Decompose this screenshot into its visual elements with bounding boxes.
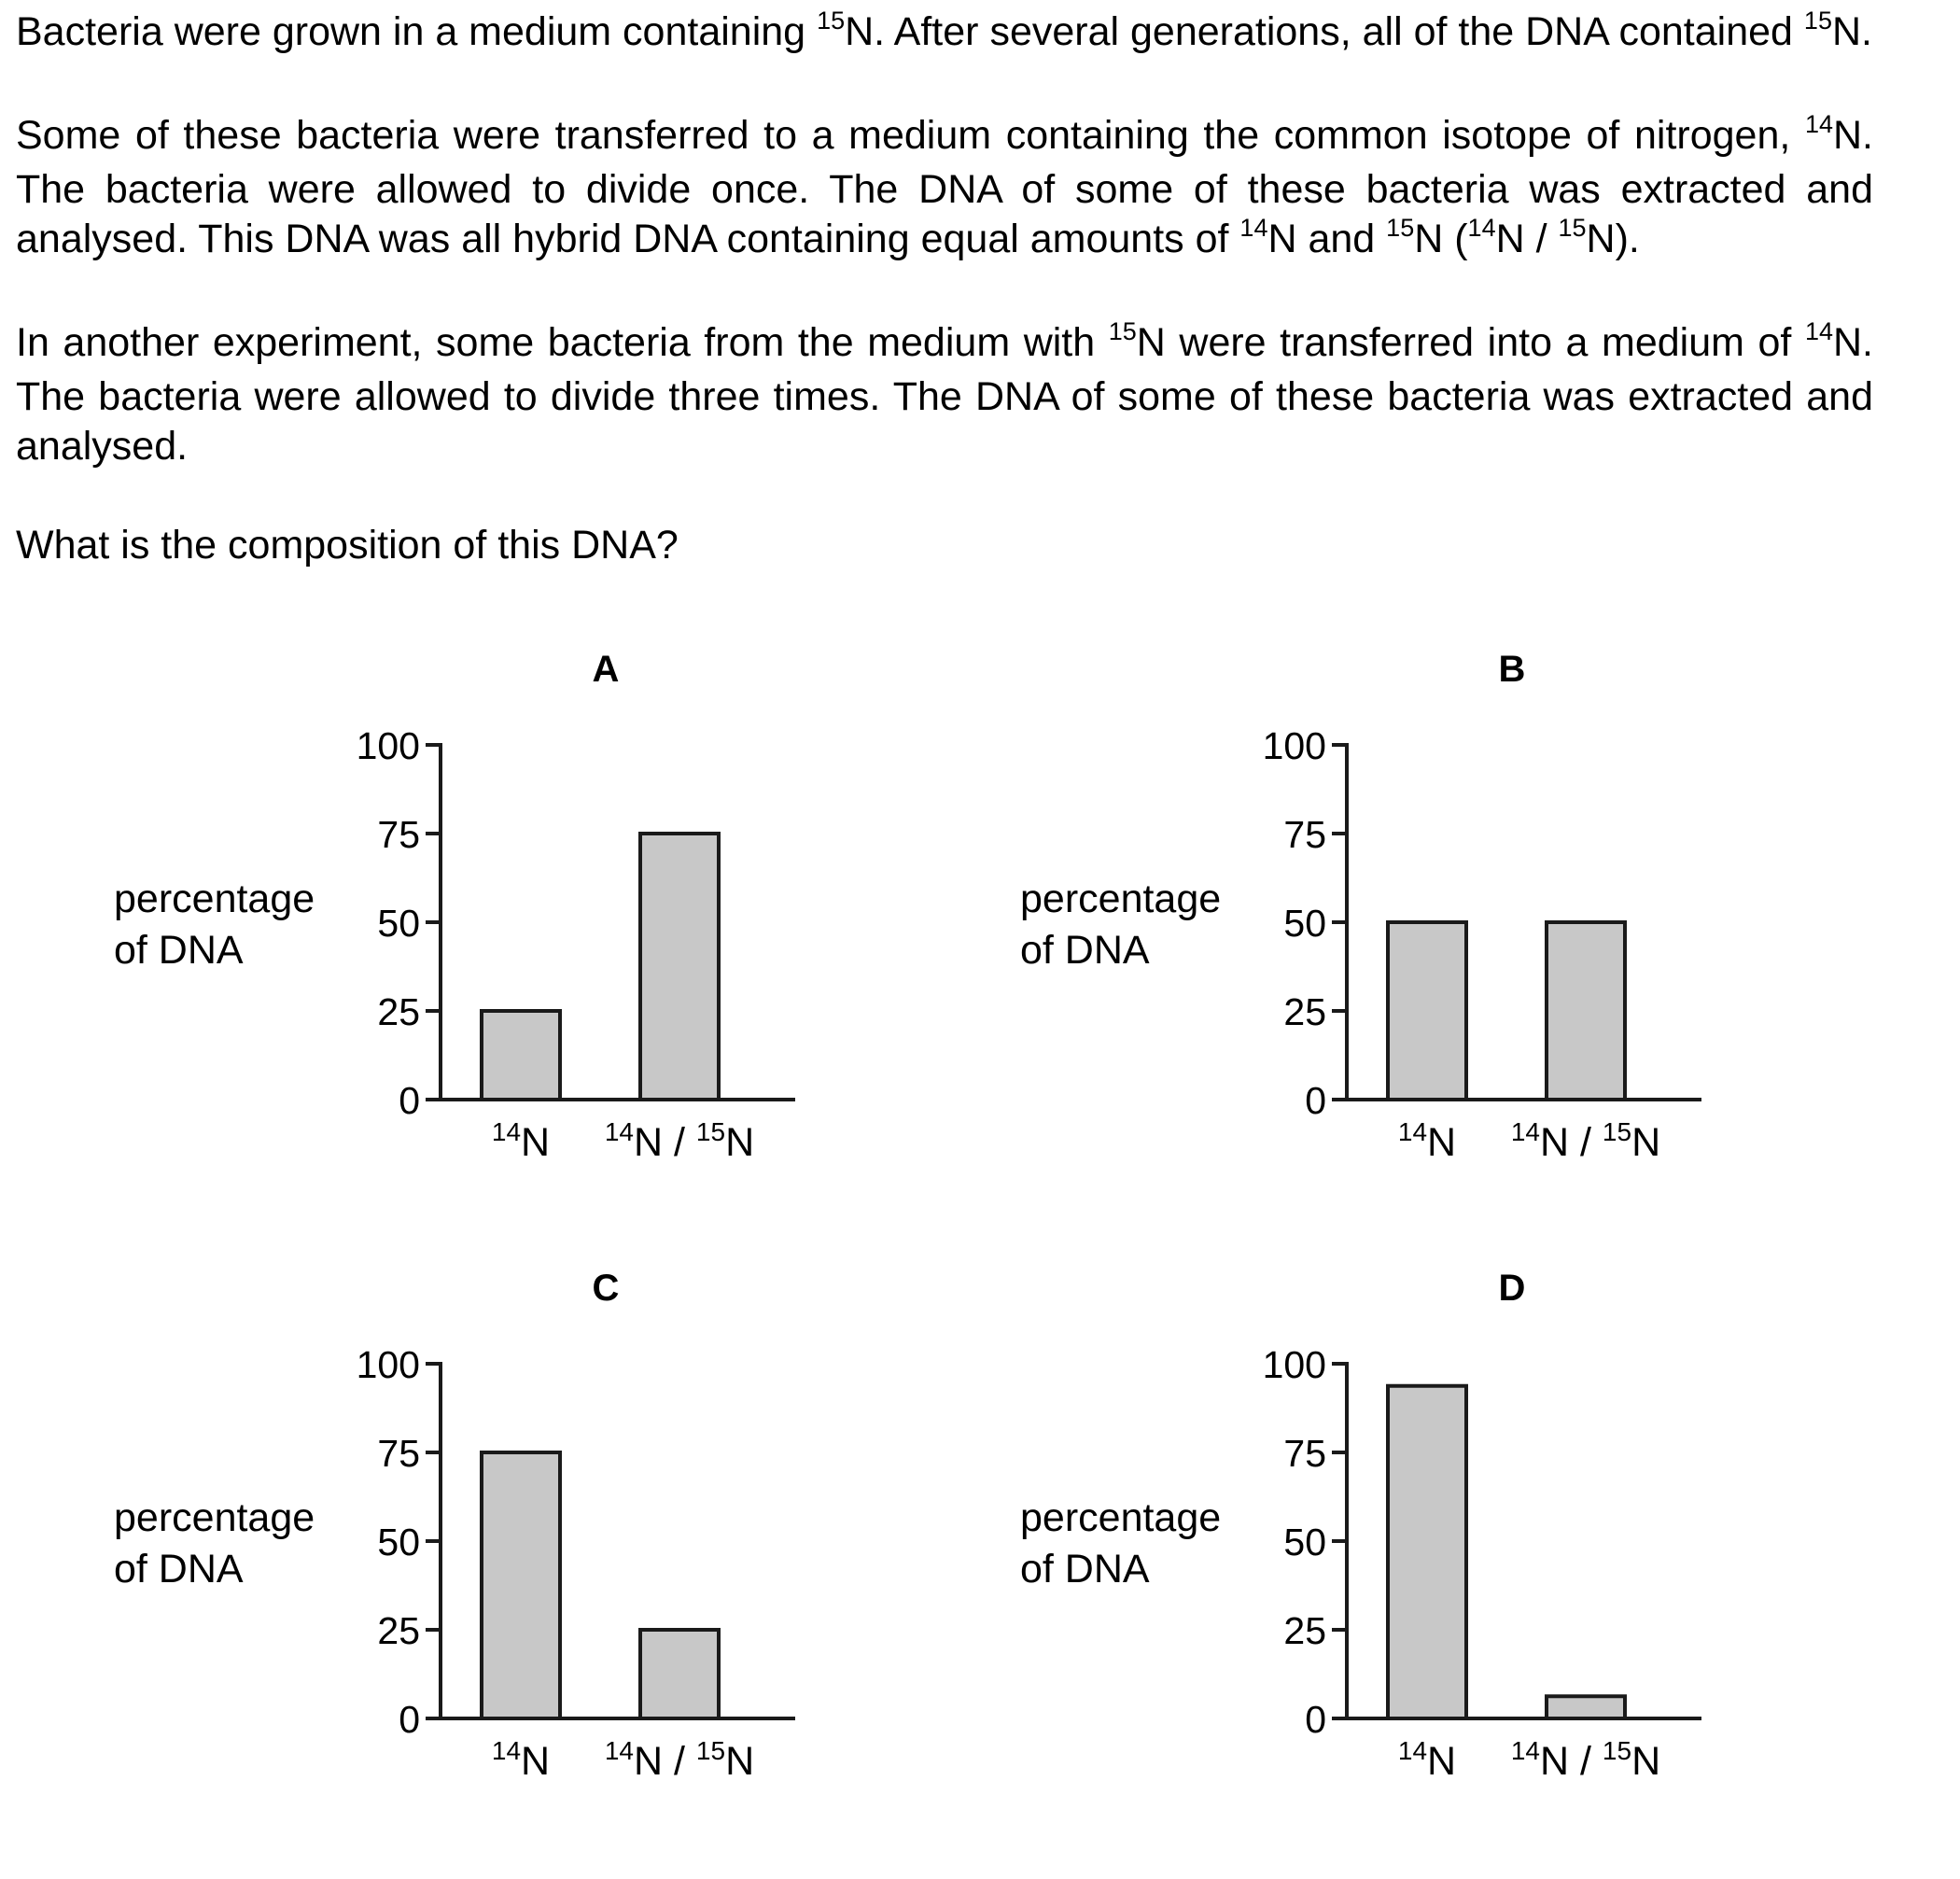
x-category-label: 14N / 15N <box>605 1117 754 1165</box>
question-paragraph-3: In another experiment, some bacteria fro… <box>16 317 1873 469</box>
y-tick-label: 25 <box>377 1609 420 1652</box>
bar <box>1545 920 1627 1101</box>
y-tick-label: 25 <box>1283 990 1326 1033</box>
question-paragraph-1: Bacteria were grown in a medium containi… <box>16 7 1872 54</box>
y-tick-label: 75 <box>1283 1432 1326 1475</box>
y-axis-label: percentage <box>114 1495 315 1540</box>
y-tick-label: 0 <box>1305 1698 1326 1741</box>
y-tick-label: 50 <box>377 1521 420 1563</box>
y-tick-label: 75 <box>1283 813 1326 856</box>
chart-title: C <box>593 1268 620 1309</box>
question-paragraph-2: Some of these bacteria were transferred … <box>16 110 1873 261</box>
bar <box>638 832 721 1101</box>
y-tick-label: 50 <box>1283 1521 1326 1563</box>
bar <box>1386 1383 1468 1720</box>
isotope-superscript: 14 <box>1804 110 1833 138</box>
y-axis-label: percentage <box>1020 876 1221 921</box>
y-tick-label: 0 <box>399 1079 420 1122</box>
question-text: Bacteria were grown in a medium containi… <box>16 7 1873 570</box>
bar <box>1386 920 1468 1101</box>
y-tick-label: 100 <box>1263 1343 1326 1386</box>
y-tick-label: 25 <box>1283 1609 1326 1652</box>
isotope-superscript: 15 <box>1386 214 1415 242</box>
x-category-label: 14N <box>492 1736 550 1784</box>
y-tick-label: 0 <box>1305 1079 1326 1122</box>
x-category-label: 14N / 15N <box>1511 1736 1660 1784</box>
y-tick-label: 0 <box>399 1698 420 1741</box>
y-tick-label: 25 <box>377 990 420 1033</box>
y-axis-label: percentage <box>1020 1495 1221 1540</box>
bar <box>480 1451 562 1720</box>
y-tick-label: 50 <box>377 902 420 945</box>
x-category-label: 14N <box>1398 1117 1456 1165</box>
y-tick-label: 100 <box>357 724 420 767</box>
bar <box>1545 1694 1627 1720</box>
chart-title: D <box>1499 1268 1526 1309</box>
y-tick-label: 75 <box>377 813 420 856</box>
y-axis-label: of DNA <box>114 1547 244 1592</box>
x-category-label: 14N / 15N <box>605 1736 754 1784</box>
isotope-superscript: 14 <box>1467 214 1496 242</box>
y-axis-label: of DNA <box>1020 928 1150 973</box>
y-axis-label: percentage <box>114 876 315 921</box>
isotope-superscript: 14 <box>1804 317 1833 345</box>
x-category-label: 14N <box>492 1117 550 1165</box>
isotope-superscript: 15 <box>1558 214 1587 242</box>
isotope-superscript: 15 <box>1803 7 1832 35</box>
x-category-label: 14N <box>1398 1736 1456 1784</box>
y-tick-label: 100 <box>1263 724 1326 767</box>
y-tick-label: 75 <box>377 1432 420 1475</box>
y-axis-label: of DNA <box>114 928 244 973</box>
x-category-label: 14N / 15N <box>1511 1117 1660 1165</box>
chart-title: A <box>593 649 620 690</box>
isotope-superscript: 14 <box>1239 214 1268 242</box>
y-tick-label: 50 <box>1283 902 1326 945</box>
bar <box>638 1628 721 1720</box>
isotope-superscript: 15 <box>1108 317 1137 345</box>
chart-title: B <box>1499 649 1526 690</box>
y-tick-label: 100 <box>357 1343 420 1386</box>
bar <box>480 1009 562 1101</box>
question-prompt: What is the composition of this DNA? <box>16 523 679 568</box>
y-axis-label: of DNA <box>1020 1547 1150 1592</box>
isotope-superscript: 15 <box>817 7 846 35</box>
